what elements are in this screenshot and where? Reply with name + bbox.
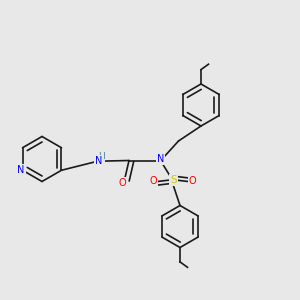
Text: H: H [98,152,104,161]
Text: N: N [157,154,164,164]
Text: S: S [170,175,177,185]
Text: N: N [95,156,103,166]
Text: O: O [149,176,157,187]
Text: N: N [17,165,25,175]
Text: O: O [189,176,196,187]
Text: O: O [118,178,126,188]
